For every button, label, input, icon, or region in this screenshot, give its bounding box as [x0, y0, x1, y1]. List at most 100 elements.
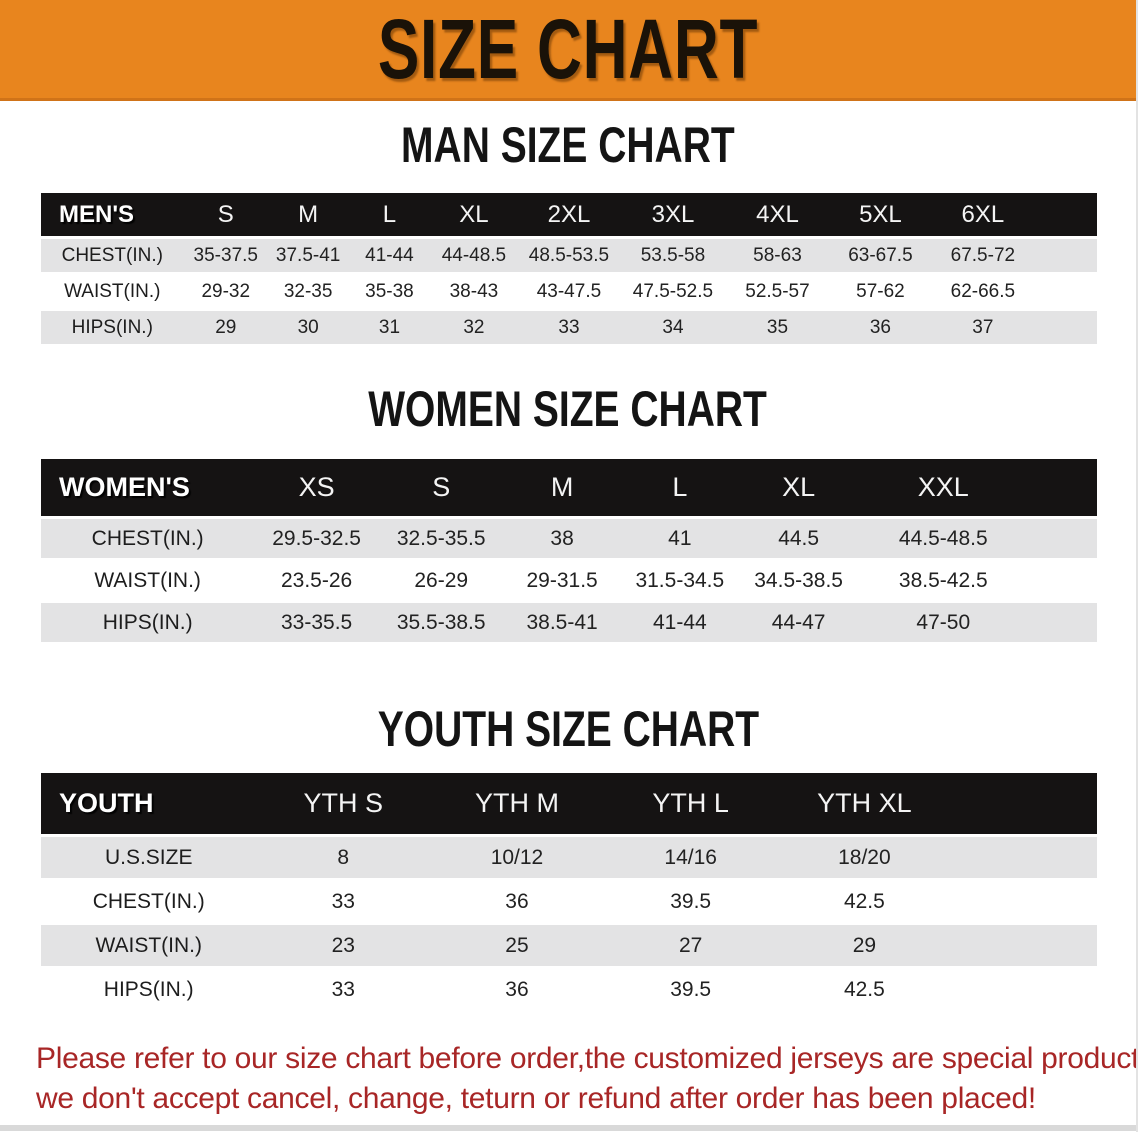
disclaimer-line-1: Please refer to our size chart before or… — [36, 1042, 1138, 1075]
spacer-cell — [951, 837, 1097, 881]
mens-col-header: M — [268, 193, 349, 239]
mens-col-header: 4XL — [725, 193, 830, 239]
table-row: WAIST(IN.) 23.5-26 26-29 29-31.5 31.5-34… — [41, 561, 1097, 603]
size-cell: 29 — [183, 311, 269, 347]
womens-col-header: XS — [254, 459, 379, 519]
womens-header-row: WOMEN'S XS S M L XL XXL — [41, 459, 1097, 519]
spacer-cell — [1034, 193, 1097, 239]
size-cell: 18/20 — [777, 837, 952, 881]
size-cell: 32.5-35.5 — [378, 519, 504, 561]
mens-col-header: L — [348, 193, 431, 239]
man-section-heading: MAN SIZE CHART — [0, 117, 1136, 173]
mens-col-header: 5XL — [829, 193, 932, 239]
youth-col-header: YTH XL — [777, 773, 952, 837]
size-cell: 35-37.5 — [183, 239, 269, 275]
size-cell: 38.5-42.5 — [858, 561, 1029, 603]
youth-col-header: YTH M — [430, 773, 604, 837]
size-cell: 67.5-72 — [931, 239, 1035, 275]
size-cell: 23 — [256, 925, 431, 969]
youth-header-row: YOUTH YTH S YTH M YTH L YTH XL — [41, 773, 1097, 837]
size-cell: 25 — [430, 925, 604, 969]
spacer-cell — [1028, 519, 1097, 561]
size-cell: 33 — [256, 881, 431, 925]
womens-col-header: XXL — [858, 459, 1029, 519]
spacer-cell — [1034, 275, 1097, 311]
row-label: HIPS(IN.) — [41, 311, 184, 347]
womens-col-header: M — [503, 459, 621, 519]
table-row: U.S.SIZE 8 10/12 14/16 18/20 — [41, 837, 1097, 881]
mens-col-header: 3XL — [620, 193, 726, 239]
row-label: WAIST(IN.) — [41, 925, 257, 969]
row-label: CHEST(IN.) — [41, 239, 184, 275]
women-section-heading: WOMEN SIZE CHART — [0, 381, 1136, 437]
spacer-cell — [951, 773, 1097, 837]
table-row: CHEST(IN.) 29.5-32.5 32.5-35.5 38 41 44.… — [41, 519, 1097, 561]
spacer-cell — [1028, 459, 1097, 519]
size-cell: 36 — [430, 969, 604, 1013]
size-cell: 31.5-34.5 — [620, 561, 739, 603]
mens-col-header: XL — [430, 193, 518, 239]
table-row: CHEST(IN.) 33 36 39.5 42.5 — [41, 881, 1097, 925]
size-cell: 44-48.5 — [430, 239, 518, 275]
womens-col-header: S — [378, 459, 504, 519]
size-cell: 27 — [603, 925, 778, 969]
row-label: WAIST(IN.) — [41, 275, 184, 311]
size-cell: 44.5-48.5 — [858, 519, 1029, 561]
size-cell: 43-47.5 — [517, 275, 621, 311]
size-cell: 38 — [503, 519, 621, 561]
size-cell: 29-32 — [183, 275, 269, 311]
size-cell: 48.5-53.5 — [517, 239, 621, 275]
disclaimer-line-2: we don't accept cancel, change, teturn o… — [36, 1082, 1036, 1115]
mens-col-header: 2XL — [517, 193, 621, 239]
size-cell: 29 — [777, 925, 952, 969]
table-row: HIPS(IN.) 33-35.5 35.5-38.5 38.5-41 41-4… — [41, 603, 1097, 645]
size-cell: 44-47 — [738, 603, 859, 645]
mens-col-header: S — [183, 193, 269, 239]
size-cell: 30 — [268, 311, 349, 347]
size-cell: 10/12 — [430, 837, 604, 881]
spacer-cell — [1028, 603, 1097, 645]
youth-corner-label: YOUTH — [41, 773, 257, 837]
disclaimer-note: Please refer to our size chart before or… — [36, 1039, 1136, 1119]
size-cell: 58-63 — [725, 239, 830, 275]
size-cell: 29-31.5 — [503, 561, 621, 603]
size-cell: 32 — [430, 311, 518, 347]
spacer-cell — [951, 969, 1097, 1013]
row-label: CHEST(IN.) — [41, 519, 255, 561]
size-cell: 14/16 — [603, 837, 778, 881]
size-cell: 29.5-32.5 — [254, 519, 379, 561]
youth-section-heading: YOUTH SIZE CHART — [0, 701, 1136, 757]
table-row: WAIST(IN.) 23 25 27 29 — [41, 925, 1097, 969]
page-title: SIZE CHART — [377, 1, 759, 96]
size-cell: 38-43 — [430, 275, 518, 311]
youth-section-heading-text: YOUTH SIZE CHART — [377, 701, 759, 757]
mens-col-header: 6XL — [931, 193, 1035, 239]
women-section-heading-text: WOMEN SIZE CHART — [368, 381, 768, 437]
size-cell: 47.5-52.5 — [620, 275, 726, 311]
table-row: WAIST(IN.) 29-32 32-35 35-38 38-43 43-47… — [41, 275, 1097, 311]
size-cell: 47-50 — [858, 603, 1029, 645]
row-label: U.S.SIZE — [41, 837, 257, 881]
size-cell: 36 — [430, 881, 604, 925]
bottom-edge-strip — [0, 1125, 1136, 1131]
size-cell: 34 — [620, 311, 726, 347]
table-row: HIPS(IN.) 33 36 39.5 42.5 — [41, 969, 1097, 1013]
size-cell: 38.5-41 — [503, 603, 621, 645]
size-cell: 8 — [256, 837, 431, 881]
spacer-cell — [951, 881, 1097, 925]
mens-header-row: MEN'S S M L XL 2XL 3XL 4XL 5XL 6XL — [41, 193, 1097, 239]
size-cell: 41-44 — [348, 239, 431, 275]
size-cell: 33 — [256, 969, 431, 1013]
row-label: HIPS(IN.) — [41, 603, 255, 645]
size-cell: 26-29 — [378, 561, 504, 603]
size-cell: 33 — [517, 311, 621, 347]
size-cell: 33-35.5 — [254, 603, 379, 645]
size-cell: 63-67.5 — [829, 239, 932, 275]
size-cell: 35.5-38.5 — [378, 603, 504, 645]
spacer-cell — [951, 925, 1097, 969]
womens-size-table: WOMEN'S XS S M L XL XXL CHEST(IN.) 29.5-… — [41, 459, 1097, 645]
size-cell: 53.5-58 — [620, 239, 726, 275]
youth-col-header: YTH S — [256, 773, 431, 837]
womens-col-header: L — [620, 459, 739, 519]
